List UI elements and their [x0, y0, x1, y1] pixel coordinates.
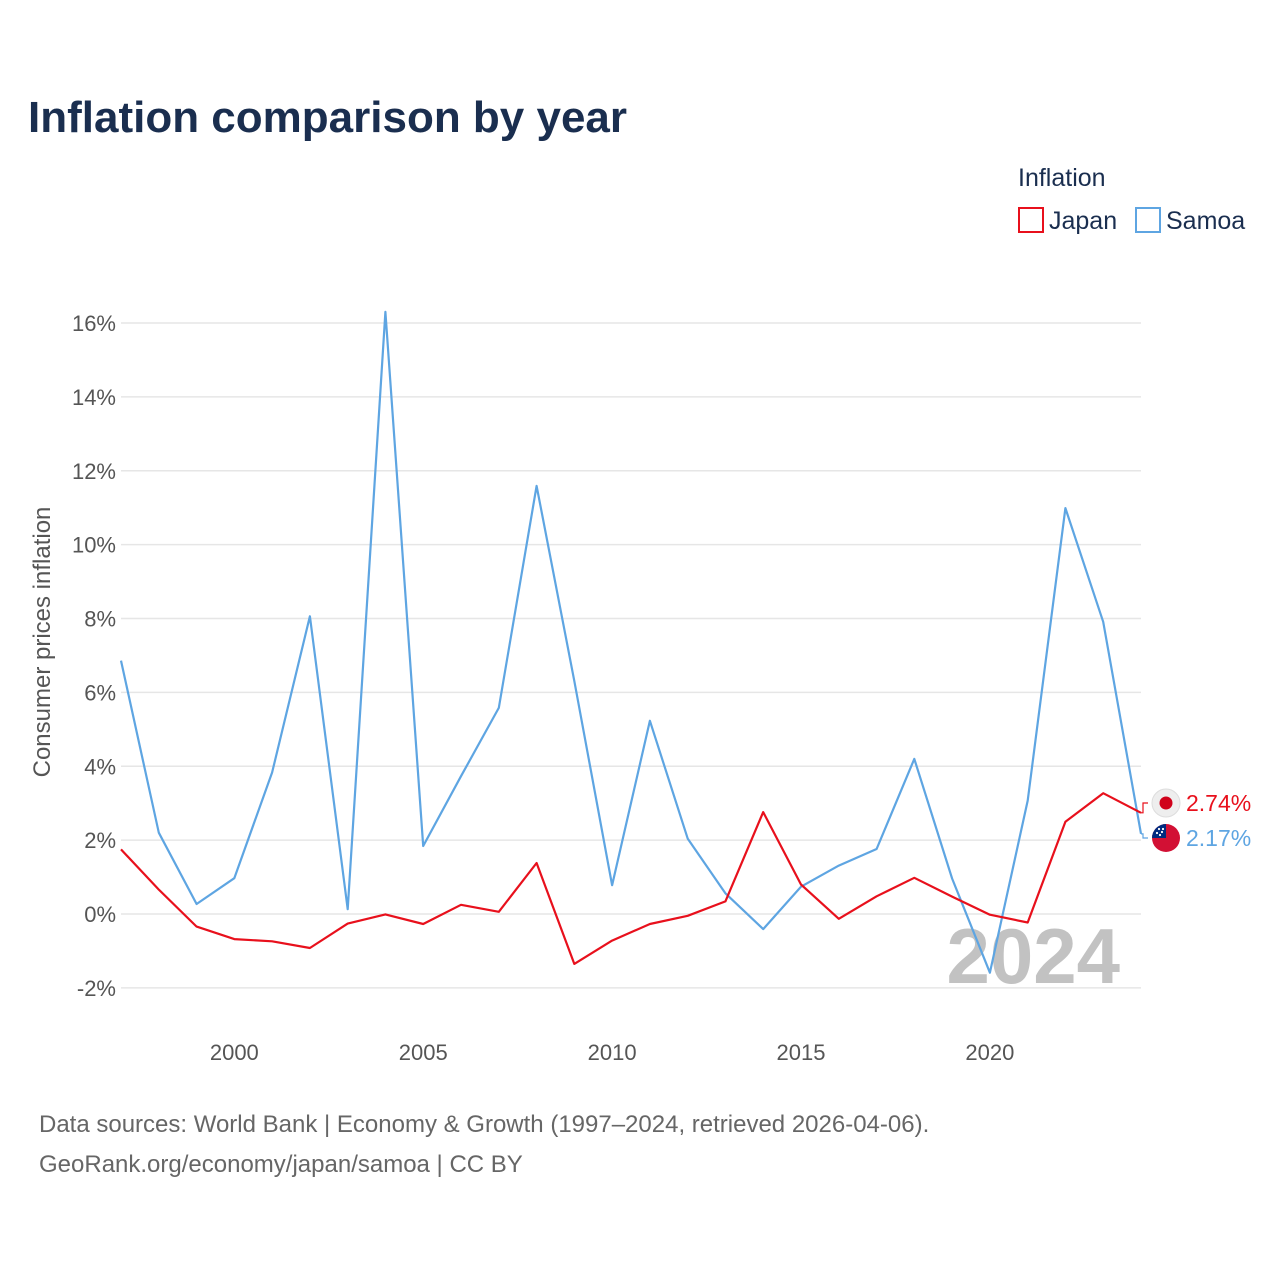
- end-label-samoa: 2.17%: [1186, 825, 1251, 851]
- y-tick-label: 8%: [84, 607, 116, 632]
- x-tick-label: 2010: [588, 1040, 637, 1065]
- legend: Inflation Japan Samoa: [1018, 164, 1245, 235]
- y-tick-label: 12%: [72, 459, 116, 484]
- y-tick-label: 16%: [72, 311, 116, 336]
- y-tick-label: 6%: [84, 680, 116, 705]
- samoa-flag-icon: [1152, 824, 1180, 852]
- grid-lines: [121, 322, 1141, 989]
- y-tick-label: 2%: [84, 828, 116, 853]
- series-line-japan[interactable]: [120, 792, 1142, 966]
- y-tick-labels: -2% 0% 2% 4% 6% 8% 10% 12% 14% 16%: [72, 311, 116, 1001]
- end-label-japan: 2.74%: [1186, 790, 1251, 816]
- source-line-1: Data sources: World Bank | Economy & Gro…: [39, 1111, 929, 1138]
- y-tick-label: 10%: [72, 533, 116, 558]
- x-tick-label: 2005: [399, 1040, 448, 1065]
- x-tick-label: 2000: [210, 1040, 259, 1065]
- end-connector-samoa: [1141, 833, 1148, 839]
- legend-label-japan[interactable]: Japan: [1049, 207, 1117, 235]
- x-tick-label: 2020: [965, 1040, 1014, 1065]
- legend-swatch-japan[interactable]: [1018, 207, 1044, 233]
- end-labels: 2.74% 2.17%: [1141, 788, 1251, 852]
- y-tick-label: 4%: [84, 754, 116, 779]
- y-tick-label: -2%: [77, 976, 116, 1001]
- y-axis-label: Consumer prices inflation: [29, 507, 56, 778]
- x-tick-labels: 2000 2005 2010 2015 2020: [210, 1040, 1015, 1065]
- x-tick-label: 2015: [777, 1040, 826, 1065]
- series-lines: [119, 310, 1143, 974]
- legend-title: Inflation: [1018, 164, 1106, 192]
- year-watermark: 2024: [946, 912, 1120, 1000]
- y-tick-label: 0%: [84, 902, 116, 927]
- y-tick-label: 14%: [72, 385, 116, 410]
- legend-swatch-samoa[interactable]: [1135, 207, 1161, 233]
- japan-flag-icon: [1151, 788, 1181, 818]
- legend-label-samoa[interactable]: Samoa: [1166, 207, 1245, 235]
- end-connector-japan: [1141, 802, 1148, 814]
- series-line-samoa[interactable]: [119, 310, 1143, 974]
- source-line-2[interactable]: GeoRank.org/economy/japan/samoa | CC BY: [39, 1151, 523, 1178]
- chart-title: Inflation comparison by year: [28, 93, 627, 142]
